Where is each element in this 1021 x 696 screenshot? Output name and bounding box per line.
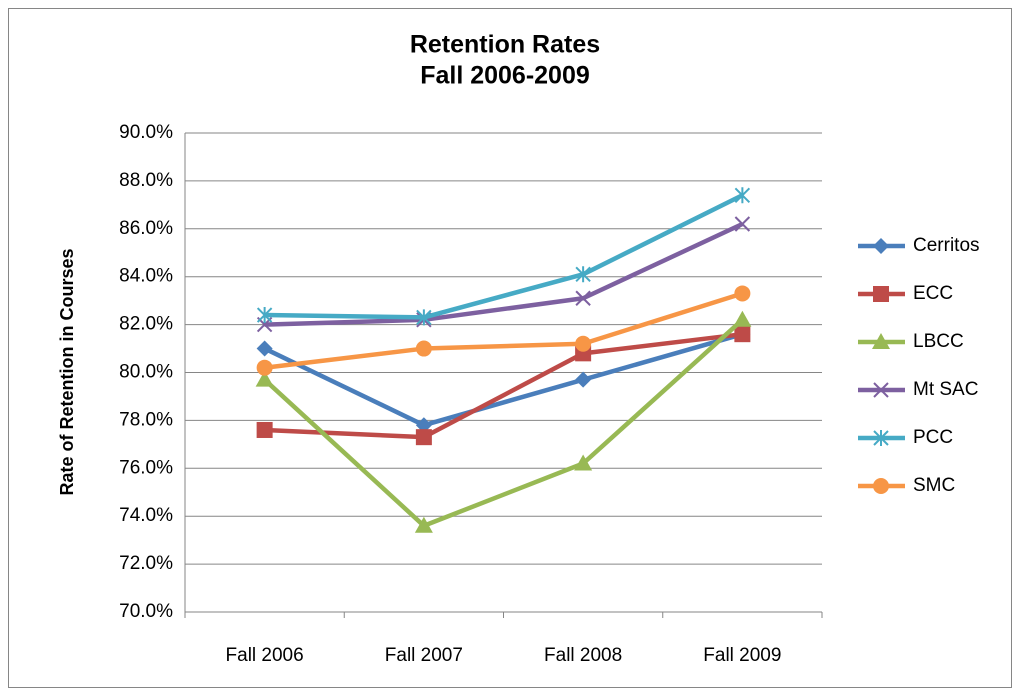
marker: [575, 335, 592, 352]
series-line: [264, 221, 744, 327]
marker: [574, 454, 593, 471]
marker: [415, 340, 432, 357]
legend-label: LBCC: [913, 331, 964, 352]
y-tick-label: 80.0%: [119, 362, 173, 383]
legend-label: Cerritos: [913, 235, 980, 256]
marker: [734, 285, 751, 302]
marker: [873, 286, 889, 302]
marker: [873, 382, 889, 398]
marker: [415, 429, 432, 446]
y-tick-label: 84.0%: [119, 266, 173, 287]
y-tick-label: 76.0%: [119, 457, 173, 478]
marker: [872, 333, 890, 349]
marker: [873, 478, 889, 494]
series-line: [264, 331, 743, 440]
y-axis-label: Rate of Retention in Courses: [57, 248, 77, 495]
series-line: [264, 291, 744, 370]
legend-label: PCC: [913, 427, 953, 448]
series-line: [264, 193, 744, 320]
legend-label: SMC: [913, 475, 955, 496]
marker: [256, 307, 273, 324]
marker: [256, 359, 273, 376]
x-tick-label: Fall 2009: [703, 645, 781, 666]
x-tick-label: Fall 2008: [544, 645, 622, 666]
y-tick-label: 72.0%: [119, 553, 173, 574]
marker: [873, 430, 889, 446]
y-tick-label: 70.0%: [119, 601, 173, 622]
marker: [416, 309, 432, 326]
y-tick-label: 78.0%: [119, 409, 173, 430]
y-tick-label: 74.0%: [119, 505, 173, 526]
marker: [256, 340, 273, 357]
marker: [734, 187, 751, 204]
x-tick-label: Fall 2006: [226, 645, 304, 666]
legend-label: ECC: [913, 283, 953, 304]
legend-label: Mt SAC: [913, 379, 978, 400]
y-tick-label: 88.0%: [119, 170, 173, 191]
x-tick-label: Fall 2007: [385, 645, 463, 666]
marker: [575, 266, 591, 283]
y-tick-label: 86.0%: [119, 218, 173, 239]
marker: [734, 216, 751, 232]
chart-subtitle: Fall 2006-2009: [420, 62, 590, 90]
marker: [575, 371, 592, 388]
series-line: [263, 318, 744, 529]
marker: [873, 238, 889, 254]
y-tick-label: 82.0%: [119, 314, 173, 335]
marker: [414, 516, 433, 533]
series-line: [263, 332, 743, 428]
marker: [734, 326, 751, 343]
marker: [256, 421, 273, 438]
marker: [733, 310, 752, 327]
chart-title: Retention Rates: [410, 31, 600, 59]
marker: [255, 370, 274, 387]
y-tick-label: 90.0%: [119, 122, 173, 143]
marker: [575, 290, 591, 306]
